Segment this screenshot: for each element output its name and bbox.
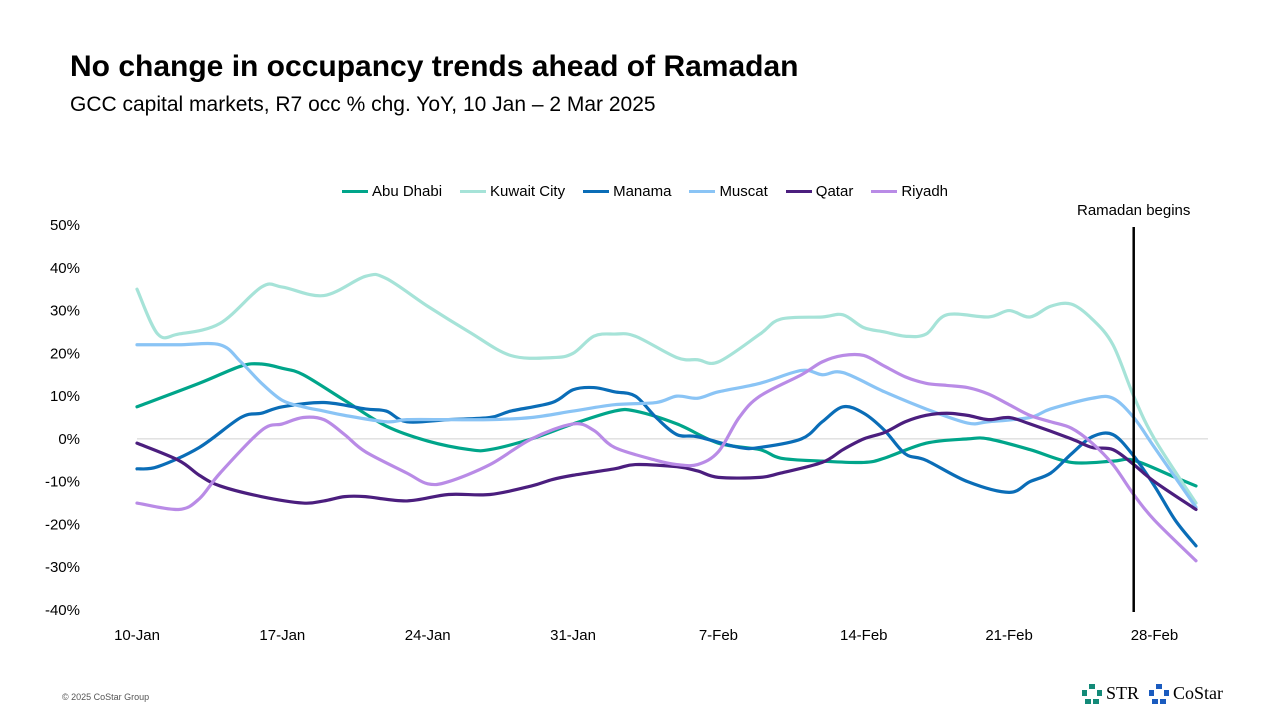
- x-tick-label: 24-Jan: [405, 627, 451, 644]
- y-tick-label: 50%: [50, 217, 80, 234]
- series-line-kuwait-city: [135, 272, 1198, 505]
- legend-item: Abu Dhabi: [341, 183, 443, 200]
- x-tick-label: 28-Feb: [1131, 627, 1179, 644]
- legend-label: Qatar: [815, 183, 854, 200]
- x-tick-label: 14-Feb: [840, 627, 888, 644]
- costar-logo-icon: [1149, 683, 1170, 704]
- y-tick-label: 0%: [58, 431, 80, 448]
- legend-swatch: [583, 190, 610, 193]
- legend: Abu Dhabi Kuwait City Manama Muscat Qatar Riy…: [0, 183, 1280, 200]
- y-tick-label: -10%: [45, 474, 80, 491]
- logos: STR CoStar: [1082, 683, 1223, 704]
- legend-item: Kuwait City: [460, 183, 565, 200]
- costar-logo-text: CoStar: [1173, 683, 1224, 703]
- x-tick-label: 21-Feb: [985, 627, 1033, 644]
- y-tick-label: -30%: [45, 559, 80, 576]
- legend-swatch: [689, 190, 716, 193]
- y-tick-label: -20%: [45, 516, 80, 533]
- legend-label: Manama: [613, 183, 672, 200]
- ramadan-annotation: Ramadan begins: [1077, 202, 1190, 219]
- series-line-manama: [135, 385, 1198, 548]
- chart-subtitle: GCC capital markets, R7 occ % chg. YoY, …: [70, 93, 656, 116]
- legend-label: Abu Dhabi: [371, 183, 443, 200]
- legend-item: Manama: [583, 183, 671, 200]
- series-line-qatar: [135, 411, 1198, 512]
- chart-title: No change in occupancy trends ahead of R…: [70, 50, 799, 83]
- legend-label: Kuwait City: [490, 183, 566, 200]
- series-line-riyadh: [135, 352, 1198, 563]
- x-tick-label: 17-Jan: [259, 627, 305, 644]
- series-line-muscat: [135, 341, 1198, 509]
- y-tick-label: 30%: [50, 303, 80, 320]
- legend-label: Muscat: [719, 183, 768, 200]
- series-line-abu-dhabi: [135, 362, 1198, 488]
- str-logo: STR: [1082, 683, 1139, 704]
- y-tick-label: 10%: [50, 388, 80, 405]
- y-tick-label: -40%: [45, 602, 80, 619]
- y-tick-label: 20%: [50, 345, 80, 362]
- legend-item: Qatar: [785, 183, 854, 200]
- legend-swatch: [871, 190, 898, 193]
- y-tick-label: 40%: [50, 260, 80, 277]
- legend-item: Riyadh: [871, 183, 948, 200]
- legend-swatch: [785, 190, 812, 193]
- x-tick-label: 7-Feb: [699, 627, 738, 644]
- x-tick-label: 10-Jan: [114, 627, 160, 644]
- x-tick-label: 31-Jan: [550, 627, 596, 644]
- str-logo-icon: [1082, 683, 1102, 704]
- legend-item: Muscat: [689, 183, 768, 200]
- str-logo-text: STR: [1106, 683, 1140, 703]
- legend-label: Riyadh: [901, 183, 949, 200]
- legend-swatch: [341, 190, 368, 193]
- costar-logo: CoStar: [1149, 683, 1223, 704]
- legend-swatch: [460, 190, 487, 193]
- copyright: © 2025 CoStar Group: [62, 692, 150, 702]
